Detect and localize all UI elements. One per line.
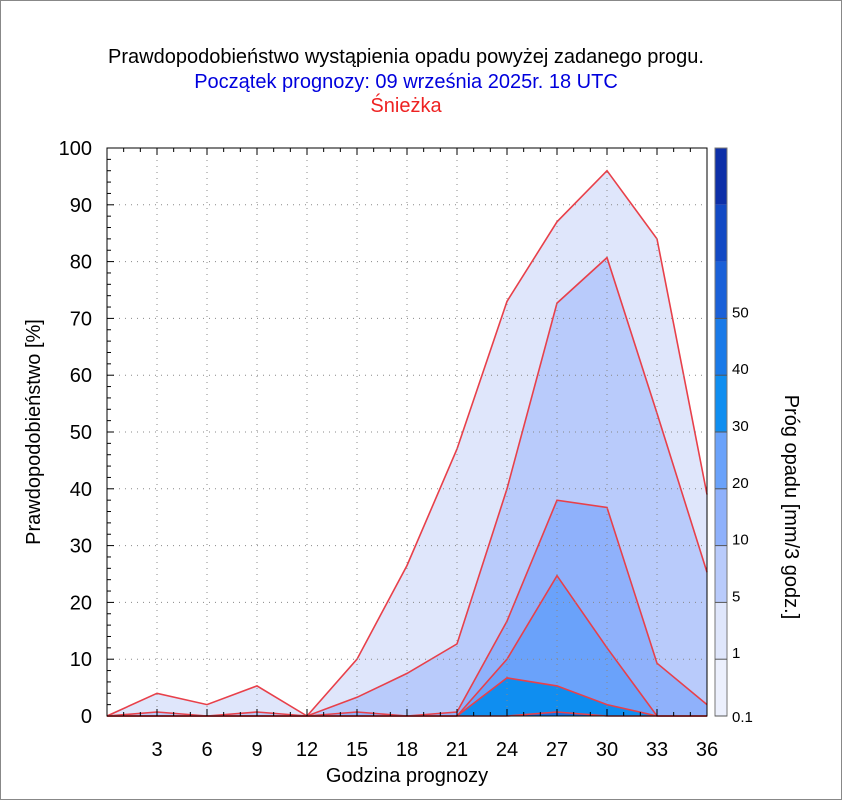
colorbar-segment-3 xyxy=(715,488,727,546)
colorbar-segment-7 xyxy=(715,261,727,319)
y-tick-label-30: 30 xyxy=(70,536,92,558)
colorbar-tick-label-1: 1 xyxy=(732,645,740,662)
x-tick-label-21: 21 xyxy=(446,739,468,761)
colorbar-tick-label-2: 5 xyxy=(732,588,740,605)
chart-title: Prawdopodobieństwo wystąpienia opadu pow… xyxy=(108,46,704,68)
colorbar-segment-2 xyxy=(715,545,727,603)
y-tick-label-40: 40 xyxy=(70,479,92,501)
y-tick-label-10: 10 xyxy=(70,649,92,671)
axis-ticks xyxy=(106,147,708,717)
x-tick-label-33: 33 xyxy=(646,739,668,761)
chart-subtitle: Początek prognozy: 09 września 2025r. 18… xyxy=(194,71,618,93)
colorbar-segment-6 xyxy=(715,318,727,376)
y-tick-labels: 0 10 20 30 40 50 60 70 80 90 100 xyxy=(59,138,92,728)
colorbar-tick-label-7: 50 xyxy=(732,304,749,321)
x-axis-label: Godzina prognozy xyxy=(326,765,488,787)
colorbar-tick-label-0: 0.1 xyxy=(732,709,753,726)
colorbar-tick-labels: 0.1 1 5 10 20 30 40 50 xyxy=(732,304,753,726)
x-tick-label-15: 15 xyxy=(346,739,368,761)
x-tick-label-9: 9 xyxy=(251,739,262,761)
x-tick-label-27: 27 xyxy=(546,739,568,761)
colorbar-tick-label-5: 30 xyxy=(732,418,749,435)
y-tick-label-50: 50 xyxy=(70,422,92,444)
colorbar-segment-8 xyxy=(715,204,727,262)
grid-lines xyxy=(107,148,707,716)
y-tick-label-20: 20 xyxy=(70,592,92,614)
line-threshold-0 xyxy=(106,169,708,718)
x-tick-label-18: 18 xyxy=(396,739,418,761)
colorbar-tick-label-4: 20 xyxy=(732,475,749,492)
y-tick-label-60: 60 xyxy=(70,365,92,387)
x-tick-label-36: 36 xyxy=(696,739,718,761)
colorbar-tick-label-3: 10 xyxy=(732,532,749,549)
x-tick-labels: 3 6 9 12 15 18 21 24 27 30 33 36 xyxy=(151,739,718,761)
y-tick-label-100: 100 xyxy=(59,138,92,160)
colorbar-segment-5 xyxy=(715,375,727,432)
x-tick-label-3: 3 xyxy=(151,739,162,761)
colorbar xyxy=(714,147,728,717)
y-tick-label-0: 0 xyxy=(81,706,92,728)
y-tick-label-70: 70 xyxy=(70,308,92,330)
x-tick-label-6: 6 xyxy=(201,739,212,761)
colorbar-tick-label-6: 40 xyxy=(732,361,749,378)
x-tick-label-24: 24 xyxy=(496,739,518,761)
y-tick-label-80: 80 xyxy=(70,252,92,274)
colorbar-segment-4 xyxy=(715,432,727,489)
x-tick-label-12: 12 xyxy=(296,739,318,761)
y-tick-label-90: 90 xyxy=(70,195,92,217)
colorbar-segment-0 xyxy=(715,659,727,716)
y-axis-label: Prawdopodobieństwo [%] xyxy=(23,319,45,545)
colorbar-segment-9 xyxy=(715,148,727,205)
colorbar-label: Próg opadu [mm/3 godz.] xyxy=(780,395,802,620)
colorbar-segment-1 xyxy=(715,602,727,660)
x-tick-label-30: 30 xyxy=(596,739,618,761)
location-title: Śnieżka xyxy=(370,95,442,117)
